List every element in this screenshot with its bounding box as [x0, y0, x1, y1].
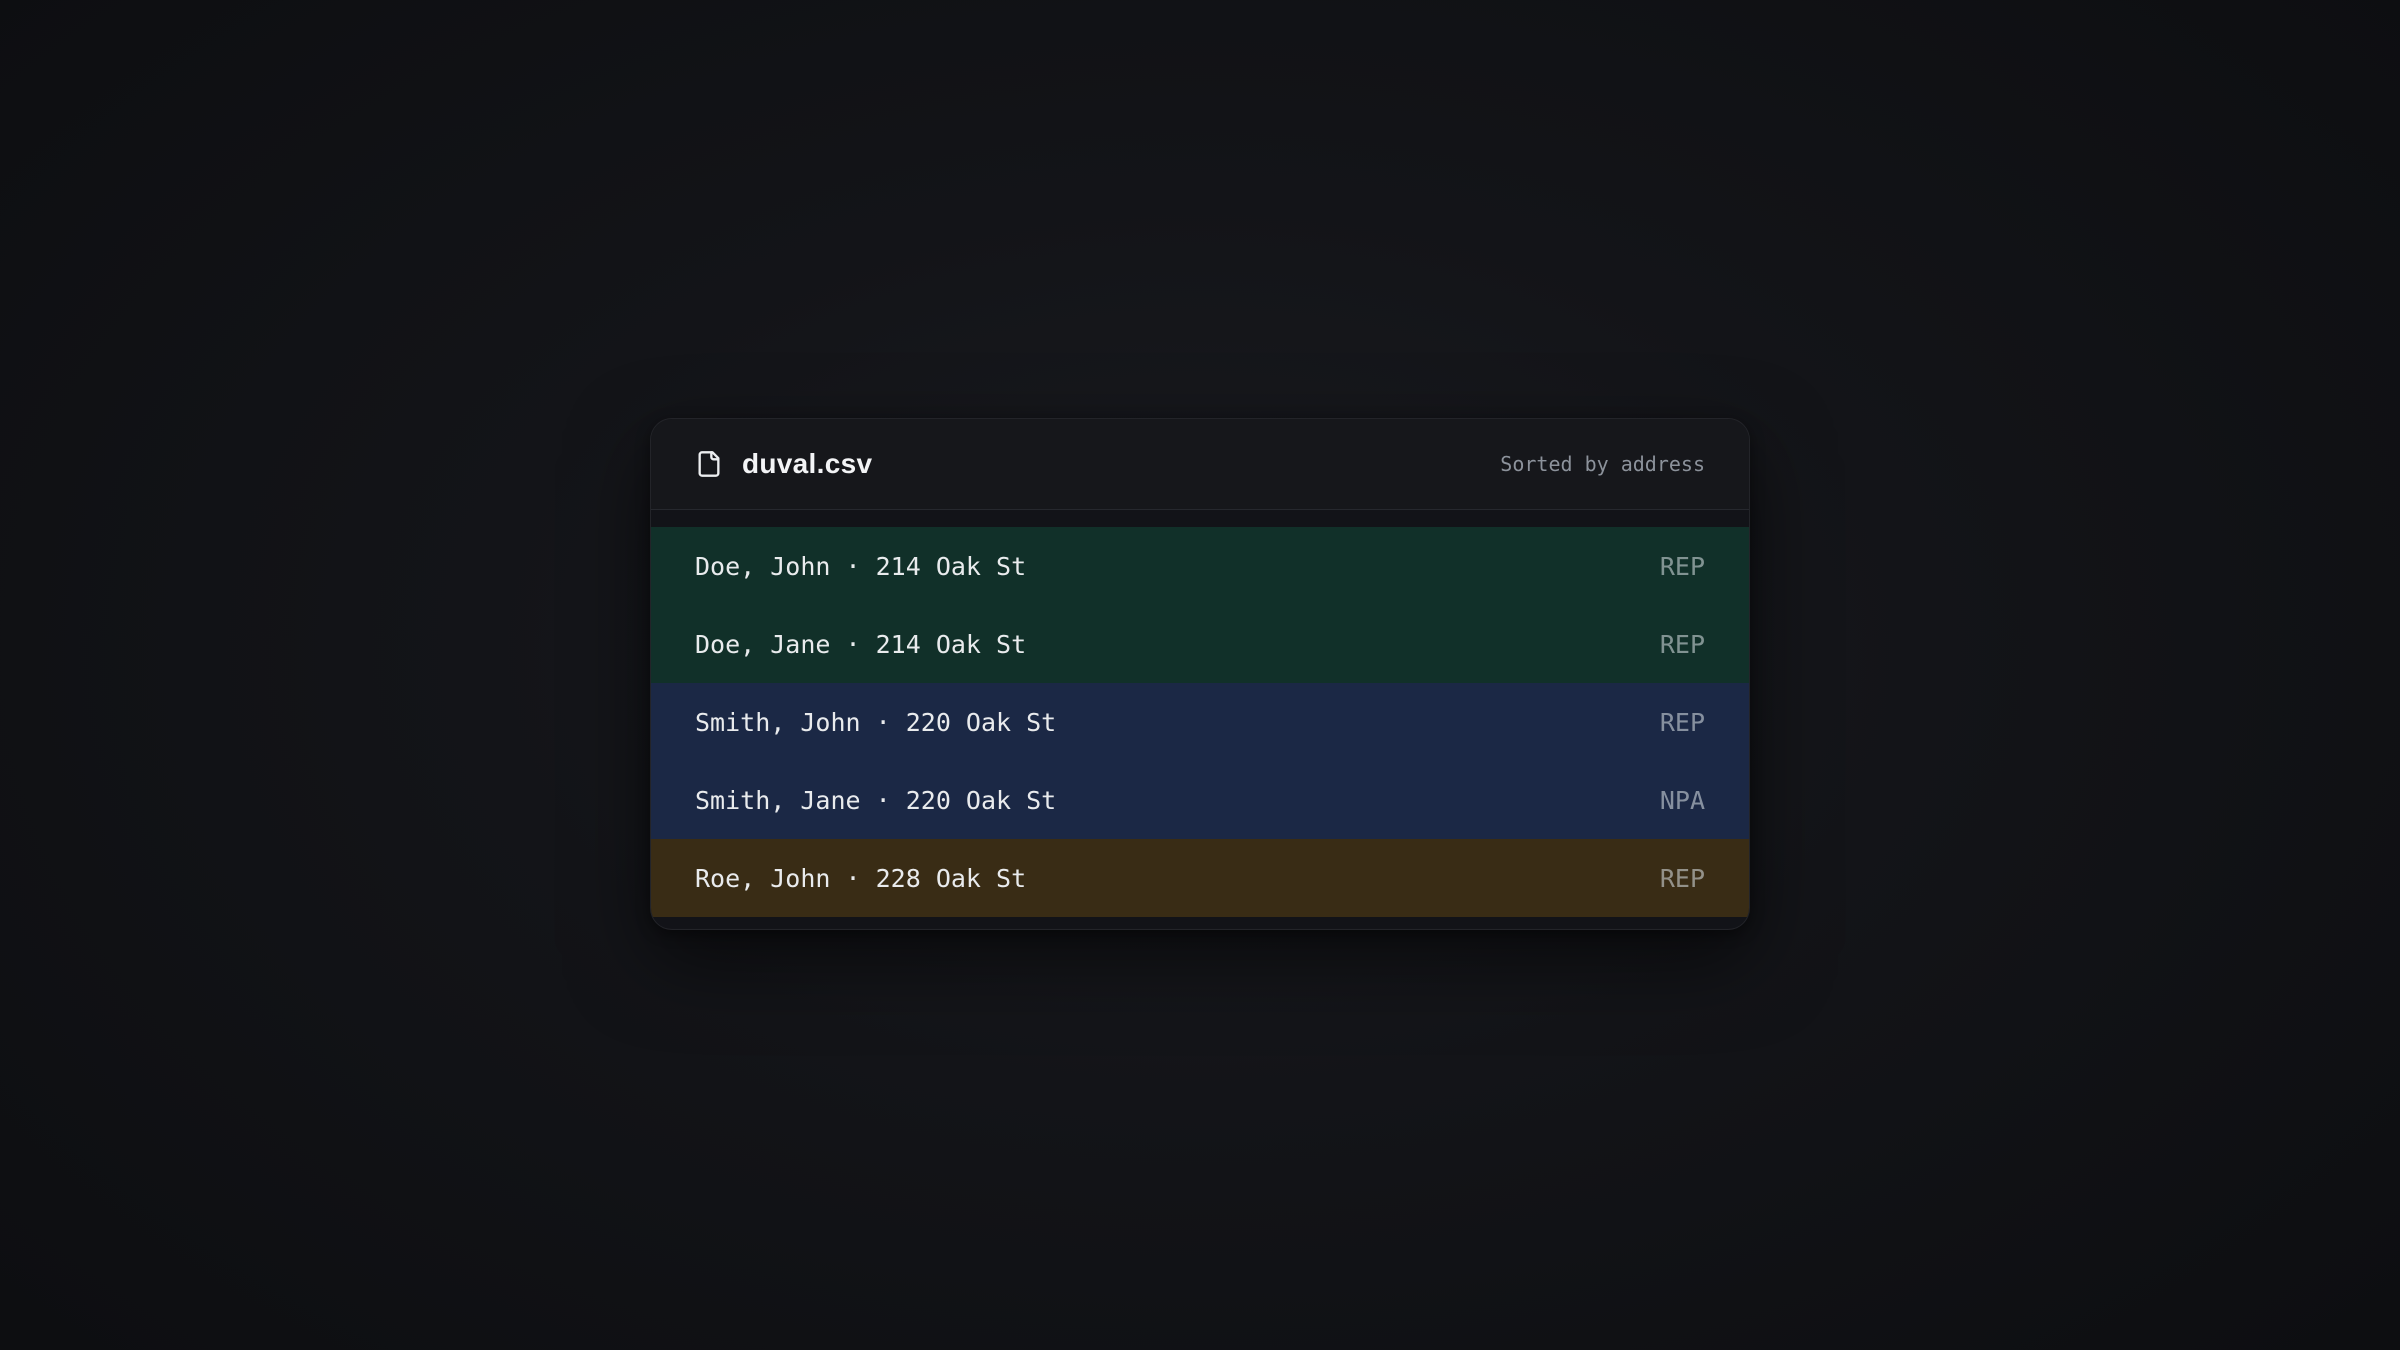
file-header: duval.csv Sorted by address — [651, 419, 1749, 510]
header-gap — [651, 510, 1749, 527]
voter-row-label: Smith, John · 220 Oak St — [695, 707, 1057, 737]
voter-row-label: Doe, John · 214 Oak St — [695, 551, 1027, 581]
card-footer — [651, 917, 1749, 928]
party-badge: REP — [1659, 629, 1705, 659]
file-icon — [698, 451, 720, 477]
voter-row[interactable]: Smith, John · 220 Oak St REP — [651, 683, 1749, 761]
party-badge: REP — [1659, 863, 1705, 893]
voter-row-label: Roe, John · 228 Oak St — [695, 863, 1027, 893]
party-badge: REP — [1659, 707, 1705, 737]
party-badge: REP — [1659, 551, 1705, 581]
voter-row-label: Doe, Jane · 214 Oak St — [695, 629, 1027, 659]
csv-file-panel: duval.csv Sorted by address Doe, John · … — [650, 418, 1750, 930]
voter-row[interactable]: Roe, John · 228 Oak St REP — [651, 839, 1749, 917]
voter-row-label: Smith, Jane · 220 Oak St — [695, 785, 1057, 815]
address-group-214-oak-st: Doe, John · 214 Oak St REP Doe, Jane · 2… — [651, 527, 1749, 683]
voter-row[interactable]: Smith, Jane · 220 Oak St NPA — [651, 761, 1749, 839]
voter-row[interactable]: Doe, John · 214 Oak St REP — [651, 527, 1749, 605]
sort-status: Sorted by address — [1500, 452, 1705, 476]
address-group-228-oak-st: Roe, John · 228 Oak St REP — [651, 839, 1749, 917]
address-group-220-oak-st: Smith, John · 220 Oak St REP Smith, Jane… — [651, 683, 1749, 839]
voter-row[interactable]: Doe, Jane · 214 Oak St REP — [651, 605, 1749, 683]
file-title: duval.csv — [742, 448, 873, 479]
party-badge: NPA — [1659, 785, 1705, 815]
